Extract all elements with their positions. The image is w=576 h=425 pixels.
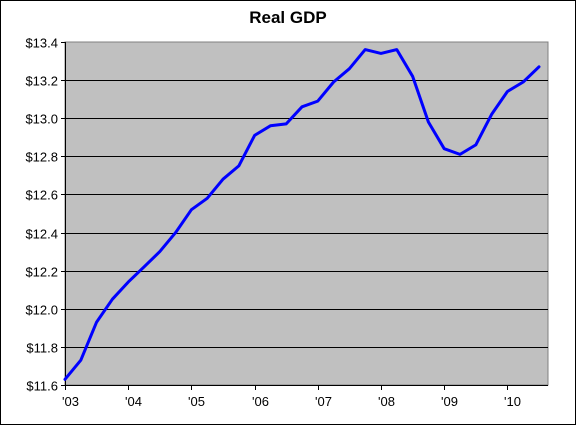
data-point bbox=[205, 196, 209, 200]
x-tick-label: '10 bbox=[504, 394, 521, 409]
data-point bbox=[221, 177, 225, 181]
data-point bbox=[474, 143, 478, 147]
data-point bbox=[363, 48, 367, 52]
y-tick-label: $12.0 bbox=[25, 303, 58, 318]
y-tick-label: $13.4 bbox=[25, 36, 58, 51]
data-point bbox=[316, 99, 320, 103]
plot-area bbox=[64, 41, 549, 386]
y-tick-label: $12.6 bbox=[25, 188, 58, 203]
data-point bbox=[521, 80, 525, 84]
data-point bbox=[347, 67, 351, 71]
data-point bbox=[79, 358, 83, 362]
data-point bbox=[505, 90, 509, 94]
data-point bbox=[126, 280, 130, 284]
data-point bbox=[537, 65, 541, 69]
data-point bbox=[395, 48, 399, 52]
y-tick-label: $11.8 bbox=[26, 341, 58, 356]
data-point bbox=[332, 80, 336, 84]
data-point bbox=[300, 105, 304, 109]
y-tick-label: $13.0 bbox=[25, 112, 58, 127]
data-point bbox=[189, 208, 193, 212]
data-point bbox=[253, 133, 257, 137]
data-point bbox=[411, 74, 415, 78]
x-tick-label: '09 bbox=[441, 394, 458, 409]
series-line bbox=[63, 48, 541, 381]
data-point bbox=[110, 297, 114, 301]
data-point bbox=[142, 265, 146, 269]
data-point bbox=[174, 231, 178, 235]
data-point bbox=[158, 250, 162, 254]
data-point bbox=[95, 320, 99, 324]
data-point bbox=[490, 112, 494, 116]
data-point bbox=[379, 51, 383, 55]
y-tick-label: $12.2 bbox=[25, 265, 58, 280]
data-point bbox=[237, 164, 241, 168]
y-tick-label: $12.4 bbox=[25, 227, 58, 242]
y-tick-label: $12.8 bbox=[25, 150, 58, 165]
y-tick-label: $11.6 bbox=[26, 379, 58, 394]
x-tick-label: '03 bbox=[62, 394, 79, 409]
data-point bbox=[458, 152, 462, 156]
data-point bbox=[268, 124, 272, 128]
x-tick-label: '05 bbox=[188, 394, 205, 409]
x-tick-label: '06 bbox=[252, 394, 269, 409]
data-point bbox=[63, 377, 67, 381]
x-tick-label: '04 bbox=[125, 394, 142, 409]
y-tick-label: $13.2 bbox=[25, 74, 58, 89]
chart-title: Real GDP bbox=[249, 8, 327, 27]
x-tick-label: '07 bbox=[315, 394, 332, 409]
x-tick-label: '08 bbox=[378, 394, 395, 409]
data-point bbox=[426, 120, 430, 124]
data-point bbox=[442, 147, 446, 151]
data-point bbox=[284, 122, 288, 126]
